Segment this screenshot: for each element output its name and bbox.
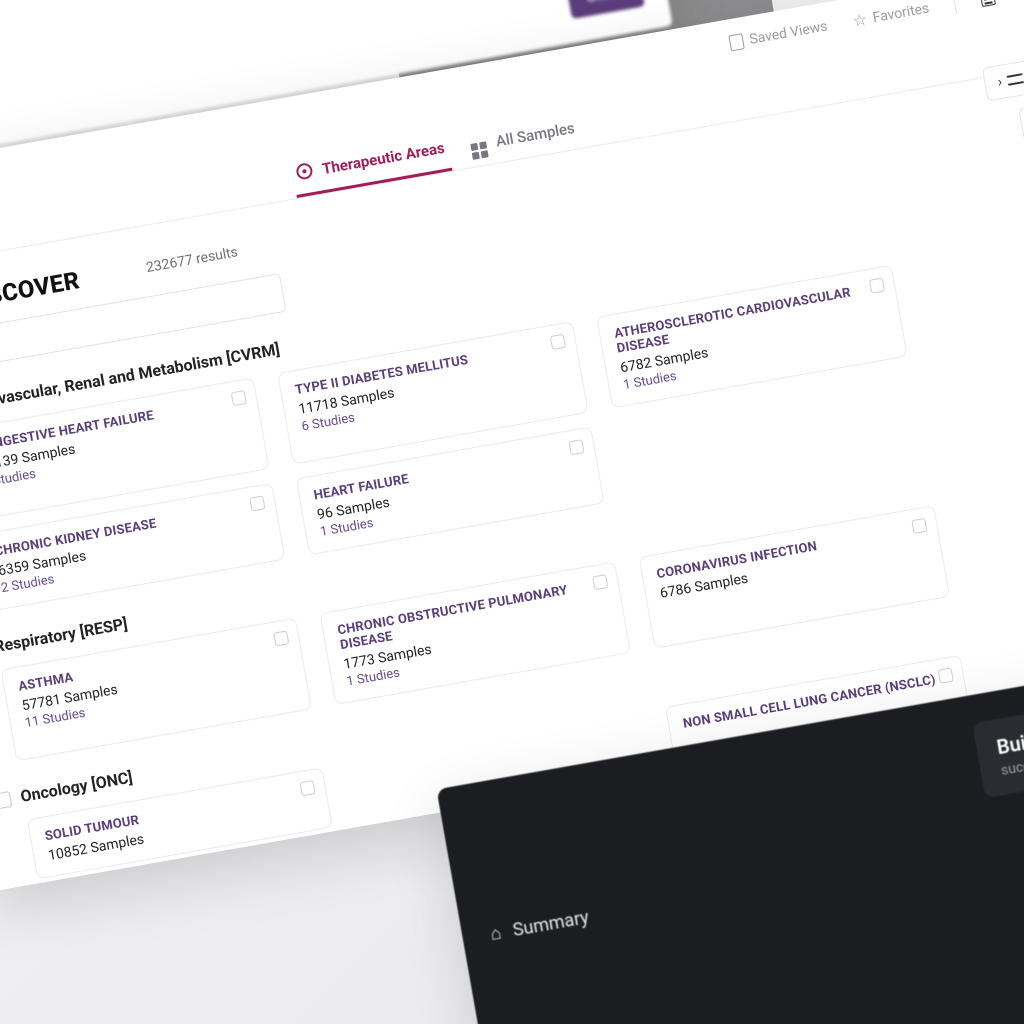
topbar-divider [953,0,957,14]
card-checkbox[interactable] [938,667,954,683]
orders-label: Orders [1000,0,1024,4]
card-checkbox[interactable] [568,439,584,455]
card-checkbox[interactable] [273,630,289,646]
star-icon: ☆ [851,11,868,29]
tab-therapeutic-label: Therapeutic Areas [321,139,446,178]
card-checkbox[interactable] [911,518,927,534]
orders-link[interactable]: Orders [980,0,1024,7]
card-checkbox[interactable] [299,780,315,796]
target-icon [295,162,314,181]
card-checkbox[interactable] [869,278,885,294]
card-checkbox[interactable] [249,495,265,511]
tab-all-samples-label: All Samples [494,119,575,151]
card-checkbox[interactable] [550,334,566,350]
card-checkbox[interactable] [592,574,608,590]
close-button[interactable]: Close [565,0,645,19]
card-checkbox[interactable] [231,390,247,406]
grid-icon [470,141,489,160]
chevron-right-icon: › [996,74,1003,90]
list-icon [980,0,997,7]
summary-nav[interactable]: ⌂ Summary [489,809,1024,945]
document-icon [729,33,746,51]
build-title: Build / Gradl [995,716,1024,759]
results-count: 232677 results [145,244,239,276]
build-card[interactable]: Build / Gradl succeeded 18 h [972,697,1024,798]
home-icon: ⌂ [489,924,503,944]
favorites-label: Favorites [871,0,930,26]
summary-label: Summary [511,907,590,941]
sliders-icon [1007,71,1024,88]
